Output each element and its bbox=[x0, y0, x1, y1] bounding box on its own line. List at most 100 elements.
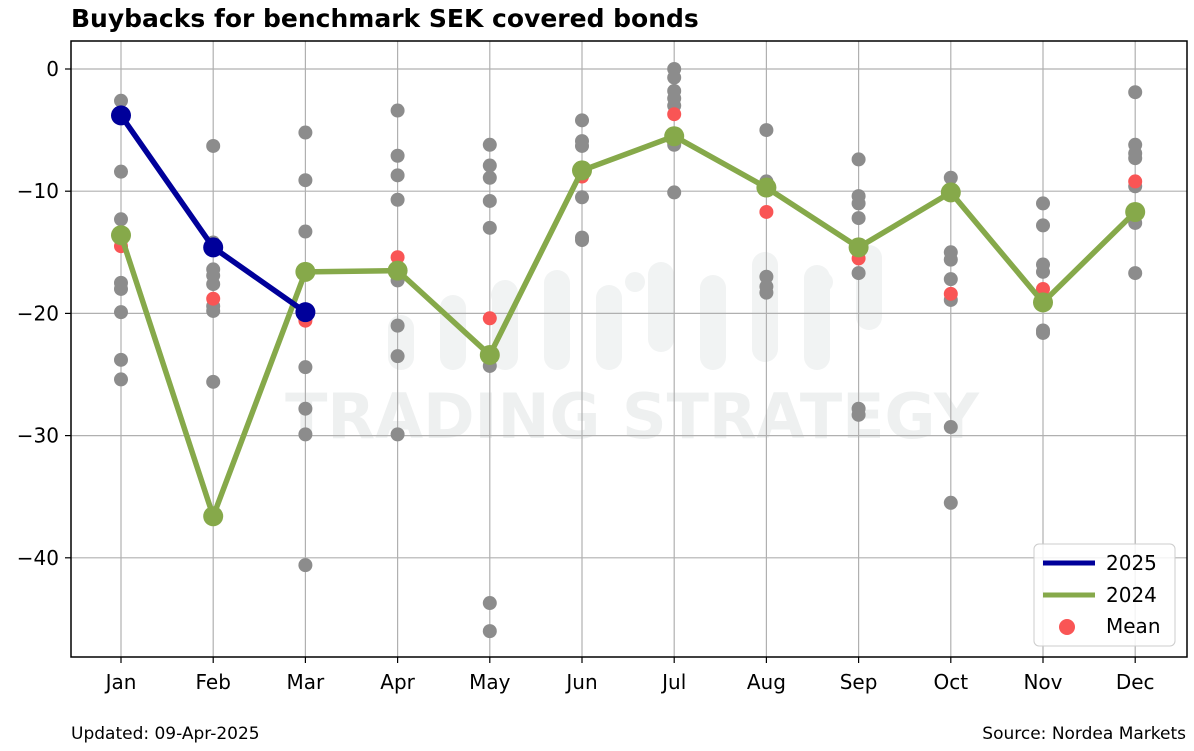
series-point-2024 bbox=[387, 260, 408, 281]
mean-point bbox=[759, 204, 774, 219]
historical-point bbox=[390, 103, 405, 118]
x-tick-label: Mar bbox=[287, 670, 326, 694]
historical-point bbox=[390, 148, 405, 163]
historical-point bbox=[298, 360, 313, 375]
legend-label-2024: 2024 bbox=[1106, 583, 1157, 607]
historical-point bbox=[114, 212, 128, 227]
series-point-2025 bbox=[295, 302, 316, 323]
historical-point bbox=[482, 193, 497, 208]
series-point-2024 bbox=[295, 261, 316, 282]
series-point-2024 bbox=[572, 160, 592, 181]
historical-point bbox=[851, 196, 866, 211]
historical-point bbox=[114, 305, 128, 320]
x-tick-label: Sep bbox=[840, 670, 878, 694]
mean-point bbox=[206, 291, 221, 306]
historical-point bbox=[206, 374, 221, 389]
historical-point bbox=[482, 220, 497, 235]
historical-point bbox=[943, 170, 958, 185]
y-tick-label: 0 bbox=[46, 57, 59, 81]
historical-point bbox=[390, 427, 405, 442]
historical-point bbox=[482, 137, 497, 152]
historical-point bbox=[1128, 151, 1143, 166]
historical-point bbox=[390, 192, 405, 207]
series-point-2024 bbox=[203, 506, 224, 527]
historical-point bbox=[298, 173, 313, 188]
historical-point bbox=[575, 138, 589, 153]
x-tick-label: Apr bbox=[380, 670, 415, 694]
historical-point bbox=[667, 185, 682, 200]
historical-point bbox=[206, 303, 221, 318]
footer-updated: Updated: 09-Apr-2025 bbox=[71, 724, 260, 744]
historical-point bbox=[1128, 266, 1143, 281]
historical-point bbox=[482, 170, 497, 185]
historical-point bbox=[390, 318, 405, 333]
x-tick-label: Jan bbox=[104, 670, 137, 694]
historical-point bbox=[943, 252, 958, 267]
series-2025 bbox=[111, 105, 316, 323]
historical-point bbox=[482, 624, 497, 639]
historical-point bbox=[851, 152, 866, 167]
historical-point bbox=[114, 352, 128, 367]
historical-point bbox=[1036, 196, 1050, 211]
legend-label-2025: 2025 bbox=[1106, 551, 1157, 575]
series-point-2024 bbox=[940, 182, 961, 203]
series-line-2024 bbox=[118, 133, 1138, 520]
historical-point bbox=[298, 401, 313, 416]
watermark-text: TRADING STRATEGY bbox=[285, 380, 980, 453]
x-tick-label: Aug bbox=[747, 670, 786, 694]
historical-point bbox=[759, 123, 774, 138]
historical-point bbox=[298, 125, 313, 140]
mean-point bbox=[1128, 174, 1143, 189]
historical-point bbox=[206, 277, 221, 292]
series-point-2024 bbox=[479, 344, 500, 365]
historical-point bbox=[1036, 218, 1050, 233]
series-point-2024 bbox=[756, 177, 777, 198]
series-point-2024 bbox=[664, 126, 685, 147]
series-point-2024 bbox=[111, 225, 131, 246]
historical-point bbox=[667, 70, 682, 85]
y-tick-label: −40 bbox=[17, 546, 59, 570]
historical-point bbox=[482, 596, 497, 611]
historical-point bbox=[851, 211, 866, 226]
series-point-2025 bbox=[203, 237, 224, 258]
chart-title: Buybacks for benchmark SEK covered bonds bbox=[71, 4, 699, 33]
historical-point bbox=[298, 427, 313, 442]
historical-point bbox=[390, 168, 405, 183]
x-tick-label: Feb bbox=[195, 670, 230, 694]
mean-point bbox=[943, 286, 958, 301]
historical-point bbox=[482, 158, 497, 173]
x-tick-label: Jun bbox=[564, 670, 597, 694]
mean-point bbox=[390, 250, 405, 265]
legend-marker-mean bbox=[1059, 619, 1075, 635]
series-point-2024 bbox=[1033, 292, 1053, 313]
x-tick-label: Nov bbox=[1023, 670, 1062, 694]
historical-point bbox=[851, 266, 866, 281]
historical-point bbox=[851, 407, 866, 422]
x-tick-label: Oct bbox=[934, 670, 969, 694]
historical-point bbox=[1128, 85, 1143, 100]
historical-point bbox=[298, 224, 313, 239]
legend: 2025 2024 Mean bbox=[1033, 543, 1176, 647]
historical-point bbox=[943, 495, 958, 510]
historical-point bbox=[759, 285, 774, 300]
legend-label-mean: Mean bbox=[1106, 614, 1161, 638]
x-tick-label: Dec bbox=[1116, 670, 1155, 694]
historical-point bbox=[759, 269, 774, 284]
x-axis: Jan Feb Mar Apr May Jun Jul Aug Sep Oct Nov Dec bbox=[104, 657, 1155, 694]
y-tick-label: −20 bbox=[17, 301, 59, 325]
y-axis: 0 −10 −20 −30 −40 bbox=[17, 57, 71, 570]
historical-point bbox=[575, 233, 589, 248]
historical-point bbox=[114, 372, 128, 387]
historical-point bbox=[114, 93, 128, 108]
mean-point bbox=[667, 107, 682, 122]
series-point-2024 bbox=[1125, 201, 1146, 222]
series-point-2024 bbox=[848, 237, 869, 258]
mean-point bbox=[482, 311, 497, 326]
historical-point bbox=[114, 281, 128, 296]
footer-source: Source: Nordea Markets bbox=[982, 724, 1186, 744]
historical-point bbox=[1036, 325, 1050, 340]
historical-point bbox=[206, 138, 221, 153]
series-2024 bbox=[111, 126, 1146, 527]
